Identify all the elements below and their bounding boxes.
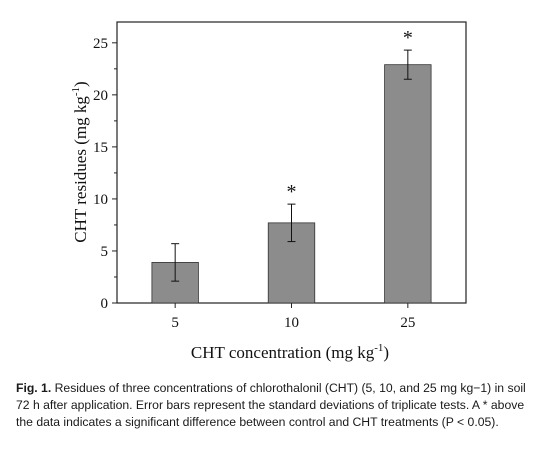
significance-asterisk: *	[403, 27, 413, 49]
y-tick-label: 5	[101, 244, 109, 260]
bar	[385, 65, 432, 303]
caption-text: Residues of three concentrations of chlo…	[16, 381, 526, 429]
y-axis: 0 5 10 15 20 25	[93, 36, 117, 312]
y-tick-label: 15	[93, 140, 108, 156]
y-tick-label: 25	[93, 36, 108, 52]
y-tick-label: 0	[101, 296, 109, 312]
significance-asterisk: *	[287, 181, 297, 203]
x-tick-label: 5	[171, 315, 179, 331]
y-tick-label: 20	[93, 88, 108, 104]
x-tick-label: 25	[400, 315, 415, 331]
figure-caption: Fig. 1. Residues of three concentrations…	[16, 380, 532, 431]
bar-chart: 0 5 10 15 20 25 5 10 25 * * CHT concentration (m…	[0, 0, 546, 380]
figure-label: Fig. 1.	[16, 381, 51, 395]
x-axis-title: CHT concentration (mg kg-1)	[191, 342, 389, 362]
y-tick-label: 10	[93, 192, 108, 208]
y-axis-title: CHT residues (mg kg-1)	[70, 81, 90, 242]
x-axis: 5 10 25	[171, 303, 415, 331]
x-tick-label: 10	[284, 315, 299, 331]
